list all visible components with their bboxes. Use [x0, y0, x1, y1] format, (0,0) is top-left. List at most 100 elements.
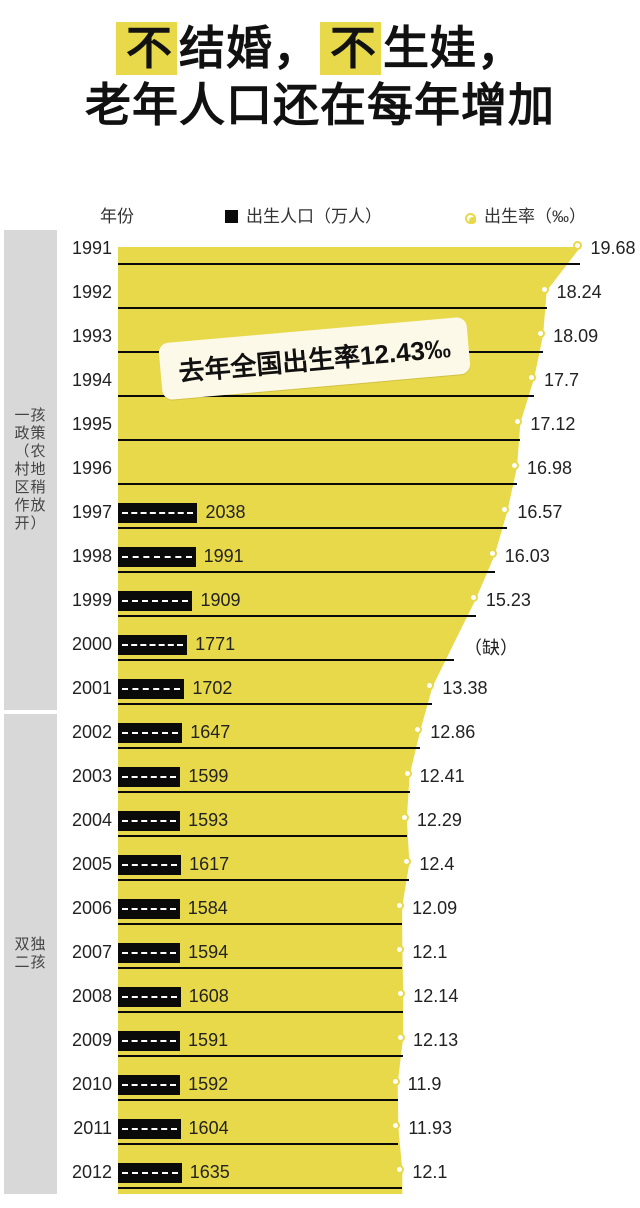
pop-bar	[118, 987, 181, 1007]
pop-value: 1991	[204, 546, 244, 567]
rate-label: 11.93	[408, 1118, 452, 1139]
year-label: 1995	[60, 414, 112, 435]
row-baseline	[118, 967, 402, 969]
rate-label: 12.1	[412, 942, 447, 963]
legend: 年份 出生人口（万人） 出生率（‰）	[0, 200, 640, 230]
chart-row: 2001170213.38	[60, 670, 630, 714]
pop-value: 1592	[188, 1074, 228, 1095]
pop-bar	[118, 1163, 182, 1183]
rate-dot	[573, 241, 582, 250]
rate-label: 12.29	[417, 810, 462, 831]
row-baseline	[118, 439, 520, 441]
row-baseline	[118, 483, 517, 485]
rate-label: 12.1	[412, 1162, 447, 1183]
rate-label: 15.23	[486, 590, 531, 611]
rate-dot	[400, 813, 409, 822]
pop-bar	[118, 855, 181, 875]
chart-row: 199218.24	[60, 274, 630, 318]
year-label: 2006	[60, 898, 112, 919]
pop-value: 1909	[200, 590, 240, 611]
row-baseline	[118, 835, 407, 837]
pop-bar	[118, 1031, 180, 1051]
chart-row: 199119.68	[60, 230, 630, 274]
row-baseline	[118, 703, 432, 705]
pop-value: 1608	[189, 986, 229, 1007]
row-baseline	[118, 1143, 398, 1145]
chart-row: 2004159312.29	[60, 802, 630, 846]
row-baseline	[118, 923, 402, 925]
chart-row: 2000 1771 （缺）	[60, 626, 630, 670]
rate-dot	[395, 901, 404, 910]
year-label: 2007	[60, 942, 112, 963]
chart-row: 199616.98	[60, 450, 630, 494]
chart-row: 1995 17.12	[60, 406, 630, 450]
year-label: 2004	[60, 810, 112, 831]
pop-bar	[118, 547, 196, 567]
pop-bar	[118, 503, 197, 523]
square-icon	[225, 210, 238, 223]
chart-row: 2009159112.13	[60, 1022, 630, 1066]
chart: 年份 出生人口（万人） 出生率（‰） 199119.68199218.24199…	[0, 200, 640, 1200]
title-text-1: 结婚，	[179, 22, 320, 74]
rate-dot	[403, 769, 412, 778]
title-highlight-1: 不	[116, 22, 177, 75]
chart-row: 2002164712.86	[60, 714, 630, 758]
title-line-2: 老年人口还在每年增加	[30, 79, 610, 132]
pop-bar	[118, 811, 180, 831]
chart-row: 2003159912.41	[60, 758, 630, 802]
row-baseline	[118, 879, 409, 881]
chart-row: 1999190915.23	[60, 582, 630, 626]
rate-label: 17.12	[530, 414, 575, 435]
rate-dot	[469, 593, 478, 602]
rate-dot	[488, 549, 497, 558]
year-label: 2005	[60, 854, 112, 875]
year-label: 2001	[60, 678, 112, 699]
rate-label: 16.03	[505, 546, 550, 567]
row-baseline	[118, 1099, 398, 1101]
year-label: 2011	[60, 1118, 112, 1139]
rate-dot	[540, 285, 549, 294]
year-label: 2008	[60, 986, 112, 1007]
pop-value: 1594	[188, 942, 228, 963]
chart-row: 2005161712.4	[60, 846, 630, 890]
row-baseline	[118, 1011, 403, 1013]
pop-bar	[118, 723, 182, 743]
row-baseline	[118, 747, 420, 749]
pop-value: 1584	[188, 898, 228, 919]
chart-row: 2008160812.14	[60, 978, 630, 1022]
year-label: 2010	[60, 1074, 112, 1095]
pop-value: 1591	[188, 1030, 228, 1051]
rate-label: 17.7	[544, 370, 579, 391]
year-label: 2009	[60, 1030, 112, 1051]
pop-bar	[118, 899, 180, 919]
year-label: 2002	[60, 722, 112, 743]
legend-rate: 出生率（‰）	[465, 202, 586, 227]
row-baseline	[118, 307, 547, 309]
rate-label: 19.68	[590, 238, 635, 259]
rate-dot	[396, 1033, 405, 1042]
year-label: 1996	[60, 458, 112, 479]
rate-dot	[395, 945, 404, 954]
rate-dot	[510, 461, 519, 470]
chart-row: 1997203816.57	[60, 494, 630, 538]
row-baseline	[118, 615, 476, 617]
rate-dot	[402, 857, 411, 866]
chart-row: 2010 1592 11.9	[60, 1066, 630, 1110]
row-baseline	[118, 1055, 403, 1057]
rate-label: 16.57	[517, 502, 562, 523]
legend-pop: 出生人口（万人）	[225, 202, 382, 227]
title-line-1: 不结婚，不生娃，	[30, 22, 610, 75]
row-baseline	[118, 659, 454, 661]
pop-bar	[118, 1075, 180, 1095]
rate-label: （缺）	[464, 634, 518, 660]
rate-dot	[395, 1165, 404, 1174]
year-label: 1998	[60, 546, 112, 567]
pop-bar	[118, 591, 192, 611]
year-label: 2000	[60, 634, 112, 655]
pop-value: 1771	[195, 634, 235, 655]
rate-label: 11.9	[408, 1074, 442, 1095]
pop-bar	[118, 635, 187, 655]
rate-dot	[413, 725, 422, 734]
pop-value: 1617	[189, 854, 229, 875]
year-label: 1997	[60, 502, 112, 523]
